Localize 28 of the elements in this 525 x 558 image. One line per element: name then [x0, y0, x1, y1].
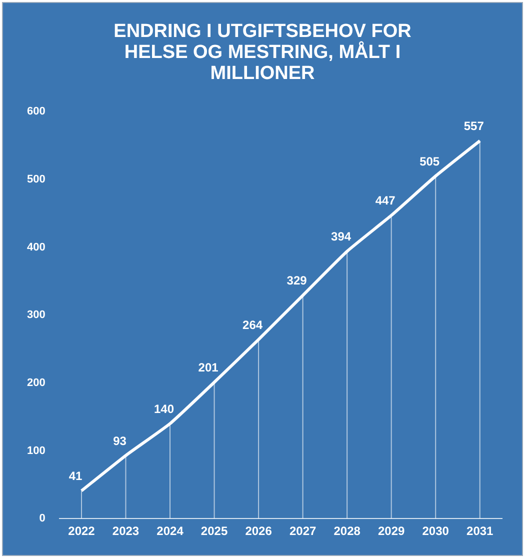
y-tick-label: 500	[26, 173, 46, 186]
data-label: 41	[68, 469, 82, 484]
y-tick-label: 0	[39, 512, 46, 525]
y-tick-label: 200	[26, 376, 46, 389]
x-tick-label: 2029	[378, 524, 406, 538]
x-tick-label: 2025	[200, 524, 228, 538]
data-label: 557	[464, 119, 484, 134]
data-label: 264	[242, 318, 263, 332]
y-tick-label: 600	[26, 106, 46, 118]
data-label: 93	[113, 434, 127, 448]
x-tick-label: 2026	[245, 524, 272, 538]
data-label: 394	[331, 230, 352, 244]
data-label: 329	[286, 274, 308, 288]
x-tick-label: 2031	[466, 524, 494, 538]
data-label: 505	[420, 154, 440, 168]
y-tick-label: 400	[26, 241, 46, 254]
y-tick-label: 100	[26, 444, 46, 457]
chart-title: ENDRING I UTGIFTSBEHOV FOR HELSE OG MESTRING, MÅLT I MILLIONER	[112, 21, 412, 84]
x-tick-label: 2024	[156, 524, 184, 538]
x-tick-label: 2023	[112, 524, 140, 538]
y-tick-label: 300	[26, 309, 46, 322]
x-tick-label: 2022	[68, 524, 96, 538]
x-tick-label: 2027	[289, 524, 316, 538]
x-tick-label: 2030	[422, 524, 450, 538]
x-tick-label: 2028	[334, 524, 361, 538]
data-label: 447	[375, 194, 396, 208]
data-label: 201	[198, 360, 219, 375]
data-label: 140	[154, 402, 174, 416]
